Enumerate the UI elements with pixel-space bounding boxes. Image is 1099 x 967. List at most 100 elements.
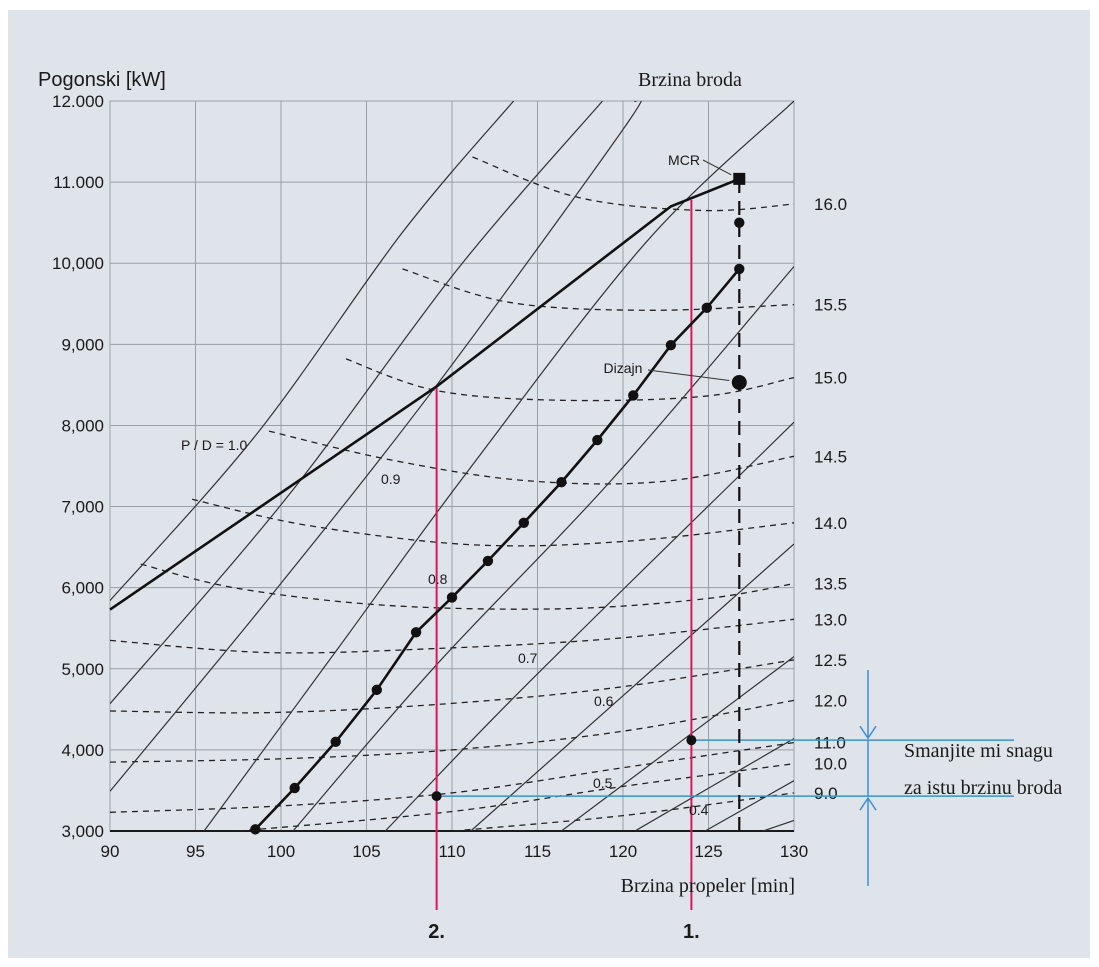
right-axis-title: Brzina broda <box>638 69 742 91</box>
speed-label: 10.0 <box>814 755 847 774</box>
curve-point <box>701 302 712 314</box>
design-point <box>731 374 747 390</box>
engine-limit-curve <box>109 177 740 611</box>
design-leader <box>647 369 730 381</box>
ship-speed-curves: 16.0 15.5 15.0 14.5 14.0 13.5 13.0 12.5 12.0 11.0… <box>110 156 847 831</box>
operating-lines: 1. 2. <box>428 199 1014 943</box>
x-tick-label: 130 <box>780 842 808 861</box>
x-tick-label: 115 <box>524 842 551 861</box>
y-tick-label: 7,000 <box>61 498 104 517</box>
curve-point <box>482 555 494 567</box>
pitch-ratio-line <box>470 543 794 831</box>
mcr-label: MCR <box>668 152 700 168</box>
speed-curve <box>472 156 794 212</box>
speed-label: 13.0 <box>814 610 847 629</box>
curve-point <box>592 434 603 446</box>
speed-label: 12.5 <box>814 651 847 670</box>
arrow-up-head <box>859 796 877 811</box>
x-tick-label: 100 <box>267 842 295 861</box>
pitch-ratio-label: 0.8 <box>428 571 448 587</box>
pitch-ratio-line <box>110 101 515 601</box>
annotation-line-2: za istu brzinu broda <box>904 777 1062 799</box>
curve-point <box>410 627 422 638</box>
chart-frame: 90 95 100 105 110 115 120 125 130 3,000 4,000 5,000… <box>8 10 1090 958</box>
pitch-ratio-line <box>561 656 794 831</box>
speed-label: 14.5 <box>814 447 847 466</box>
curve-point <box>446 592 458 603</box>
pitch-ratio-line <box>763 819 794 831</box>
speed-curve <box>238 763 794 831</box>
propeller-operating-curve <box>254 268 741 831</box>
operating-point-label: 2. <box>428 921 445 943</box>
speed-label: 12.0 <box>814 691 847 710</box>
pitch-ratio-label: 0.9 <box>381 471 401 487</box>
pitch-ratio-line <box>110 101 643 792</box>
y-tick-label: 4,000 <box>61 741 104 760</box>
speed-label: 16.0 <box>814 195 847 214</box>
speed-curve <box>402 268 794 311</box>
curve-point <box>250 824 261 835</box>
curve-point <box>289 782 300 794</box>
pitch-ratio-line <box>110 101 603 705</box>
pitch-ratio-line <box>704 780 794 831</box>
speed-curve <box>110 741 794 813</box>
speed-curve <box>453 792 794 831</box>
design-label: Dizajn <box>604 360 643 376</box>
curve-point <box>556 477 567 488</box>
curve-point <box>734 263 745 275</box>
x-tick-label: 110 <box>438 842 465 861</box>
operating-point-label: 1. <box>683 921 700 943</box>
pitch-ratio-line <box>384 421 794 831</box>
y-tick-label: 3,000 <box>61 822 104 841</box>
speed-curve <box>191 498 794 547</box>
operating-marker <box>431 791 442 802</box>
pitch-ratio-label: 0.7 <box>518 650 538 666</box>
pitch-ratio-lines <box>110 101 794 831</box>
y-tick-label: 12.000 <box>52 92 104 111</box>
grid: 90 95 100 105 110 115 120 125 130 3,000 4,000 5,000… <box>52 92 808 861</box>
engine-curves <box>109 172 747 835</box>
curve-point <box>628 390 639 401</box>
speed-label: 9.0 <box>814 784 838 803</box>
y-tick-label: 8,000 <box>61 416 104 435</box>
speed-curve <box>345 358 794 402</box>
operating-marker <box>686 735 697 746</box>
curve-point <box>518 517 530 528</box>
curve-point <box>665 339 677 351</box>
x-tick-label: 120 <box>609 842 637 861</box>
speed-label: 14.0 <box>814 514 847 533</box>
x-axis-title: Brzina propeler [min] <box>621 875 795 897</box>
speed-label: 13.5 <box>814 575 847 594</box>
y-axis-title: Pogonski [kW] <box>38 69 166 91</box>
mcr-point <box>733 172 746 185</box>
propeller-curve-chart: 90 95 100 105 110 115 120 125 130 3,000 4,000 5,000… <box>38 69 1062 943</box>
y-tick-label: 9,000 <box>61 335 104 354</box>
pitch-ratio-label: 0.4 <box>689 802 709 818</box>
pitch-ratio-label: P / D = 1.0 <box>181 437 247 453</box>
x-tick-label: 125 <box>694 842 722 861</box>
curve-point <box>371 684 382 696</box>
y-tick-label: 5,000 <box>61 660 104 679</box>
speed-curve <box>268 430 794 485</box>
speed-curve <box>140 563 794 610</box>
y-tick-label: 11.000 <box>53 173 104 192</box>
speed-label: 11.0 <box>814 734 846 753</box>
pitch-ratio-line <box>634 737 794 831</box>
speed-label: 15.5 <box>814 296 847 315</box>
pitch-ratio-line <box>292 266 794 831</box>
pitch-ratio-line <box>203 101 794 831</box>
labels: MCR Dizajn P / D = 1.0 0.9 0.8 0.7 0.6 0.5 0.4 <box>181 152 732 818</box>
speed-label: 15.0 <box>814 369 847 388</box>
y-tick-label: 10,000 <box>52 254 104 273</box>
pitch-ratio-label: 0.6 <box>594 693 614 709</box>
x-tick-label: 90 <box>101 842 120 861</box>
pitch-ratio-label: 0.5 <box>593 775 613 791</box>
x-tick-label: 95 <box>186 842 205 861</box>
mcr-leader <box>702 159 732 176</box>
curve-point <box>330 736 341 747</box>
annotation-line-1: Smanjite mi snagu <box>904 740 1053 762</box>
speed-curve <box>110 699 794 763</box>
arrow-down-head <box>859 725 877 740</box>
x-tick-label: 105 <box>352 842 380 861</box>
y-tick-label: 6,000 <box>61 579 104 598</box>
